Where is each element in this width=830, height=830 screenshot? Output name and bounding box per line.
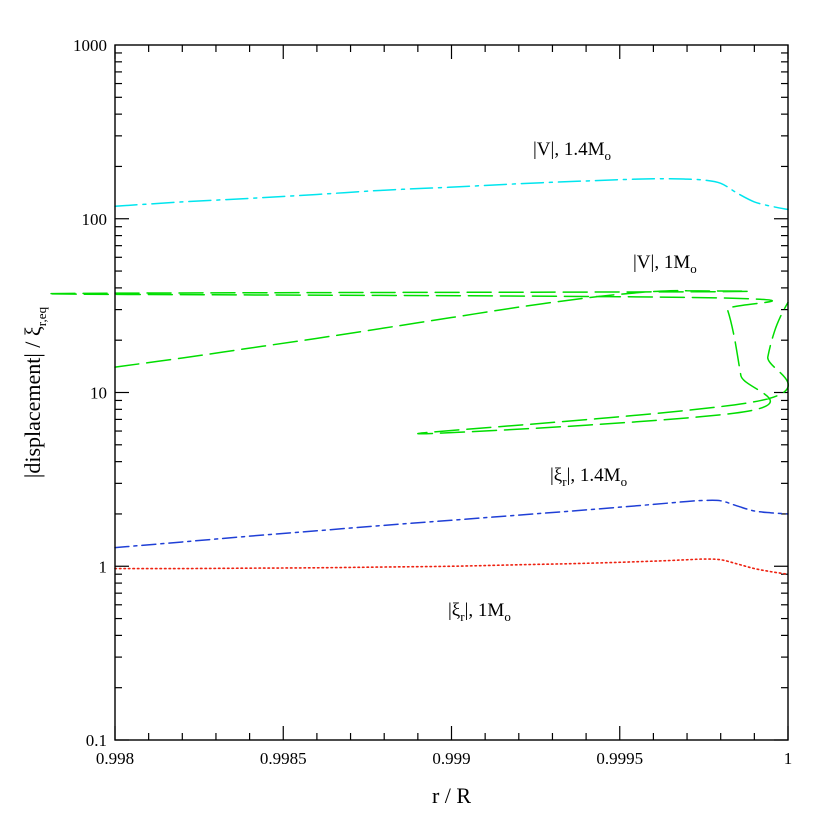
- labels-layer: 0.998 0.9985 0.999 0.9995 1 0.1 1 10 100 1000: [73, 36, 792, 768]
- label-xi-10-sub1: r: [460, 609, 465, 624]
- x-tick-label: 0.999: [432, 749, 470, 768]
- label-xi-10-sub: o: [504, 609, 511, 624]
- label-v-10: |V|, 1Mo: [633, 252, 697, 276]
- x-tick-label: 0.998: [96, 749, 134, 768]
- series-line-4: [114, 558, 789, 575]
- label-v-10-sub: o: [690, 261, 697, 276]
- y-tick-label: 100: [82, 210, 108, 229]
- x-tick-label: 1: [784, 749, 793, 768]
- y-tick-label: 0.1: [86, 731, 107, 750]
- x-axis-title: r / R: [432, 783, 471, 808]
- y-axis-title-main: |displacement| / ξ: [20, 326, 45, 478]
- series-line-3: [114, 499, 789, 549]
- series-layer: [46, 177, 789, 575]
- plot-frame: [114, 44, 789, 741]
- label-v-14-text: |V|, 1.4M: [533, 139, 605, 160]
- label-v-10-text: |V|, 1M: [633, 252, 690, 273]
- x-tick-label: 0.9985: [260, 749, 307, 768]
- label-xi-14-post: |, 1.4M: [567, 465, 621, 486]
- label-xi-14-sub1: r: [562, 474, 567, 489]
- label-xi-10-pre: |ξ: [448, 600, 461, 621]
- label-xi-14: |ξr|, 1.4Mo: [550, 465, 627, 489]
- y-axis-title-sub: r,eq: [34, 306, 49, 326]
- label-xi-10-post: |, 1M: [465, 600, 505, 621]
- y-axis-title: |displacement| / ξr,eq: [20, 306, 49, 478]
- series-line-1: [114, 177, 789, 211]
- series-line-2: [46, 289, 789, 435]
- label-xi-14-sub: o: [621, 474, 628, 489]
- label-xi-10: |ξr|, 1Mo: [448, 600, 511, 624]
- y-tick-label: 10: [90, 384, 107, 403]
- ticks-layer: [114, 45, 789, 741]
- label-v-14-sub: o: [604, 148, 611, 163]
- x-tick-label: 0.9995: [596, 749, 643, 768]
- y-tick-label: 1000: [73, 36, 107, 55]
- label-xi-14-pre: |ξ: [550, 465, 563, 486]
- label-v-14: |V|, 1.4Mo: [533, 139, 611, 163]
- y-tick-label: 1: [99, 557, 108, 576]
